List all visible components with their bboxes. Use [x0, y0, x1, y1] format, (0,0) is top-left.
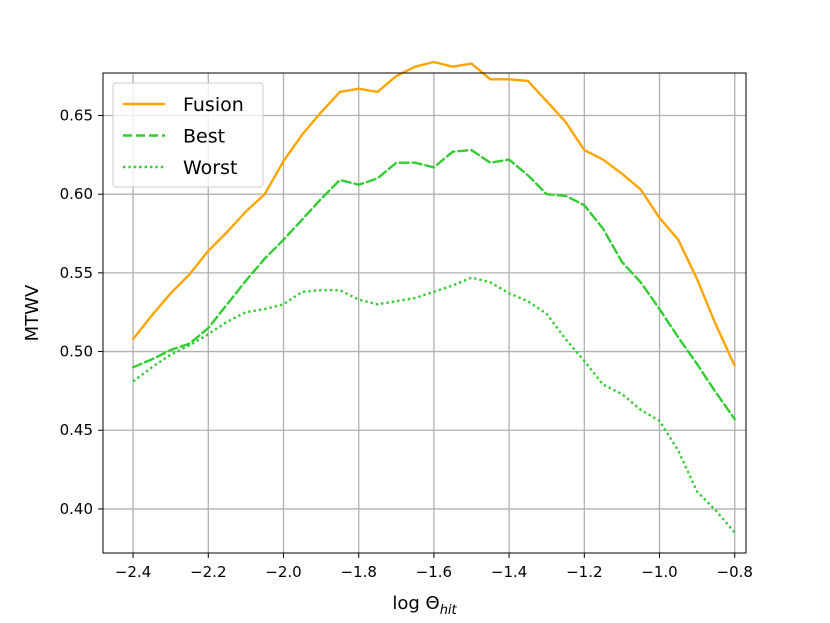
x-tick-label: −1.6	[416, 563, 452, 581]
x-tick-label: −2.2	[190, 563, 226, 581]
series-line-best	[131, 148, 736, 421]
y-tick-label: 0.50	[60, 343, 93, 361]
grid-lines	[103, 73, 746, 553]
x-tick-label: −0.8	[717, 563, 753, 581]
x-axis-label-subscript: hit	[440, 603, 458, 618]
y-tick-label: 0.55	[60, 264, 93, 282]
legend: Fusion Best Worst	[112, 82, 264, 188]
series-lines	[131, 60, 736, 534]
axis-ticks: −2.4 −2.2 −2.0 −1.8 −1.6 −1.4 −1.2 −1.0 −0.8 0.40…	[60, 106, 753, 581]
legend-label-best: Best	[183, 126, 225, 148]
x-tick-label: −1.4	[491, 563, 527, 581]
y-tick-label: 0.65	[60, 106, 93, 124]
x-axis-label: log Θhit	[392, 593, 457, 618]
y-tick-label: 0.60	[60, 185, 93, 203]
x-tick-label: −1.2	[566, 563, 602, 581]
y-tick-label: 0.40	[60, 500, 93, 518]
plot-area-frame	[102, 72, 747, 554]
series-line-fusion	[131, 60, 736, 367]
x-tick-label: −2.0	[265, 563, 301, 581]
y-tick-label: 0.45	[60, 421, 93, 439]
x-tick-label: −1.0	[641, 563, 677, 581]
legend-label-fusion: Fusion	[183, 94, 244, 116]
series-line-worst	[132, 276, 736, 534]
x-tick-label: −1.8	[340, 563, 376, 581]
x-tick-label: −2.4	[115, 563, 151, 581]
legend-label-worst: Worst	[183, 157, 237, 179]
y-axis-label: MTWV	[22, 284, 43, 341]
x-axis-label-main: log Θ	[392, 593, 439, 614]
legend-box	[112, 82, 264, 188]
